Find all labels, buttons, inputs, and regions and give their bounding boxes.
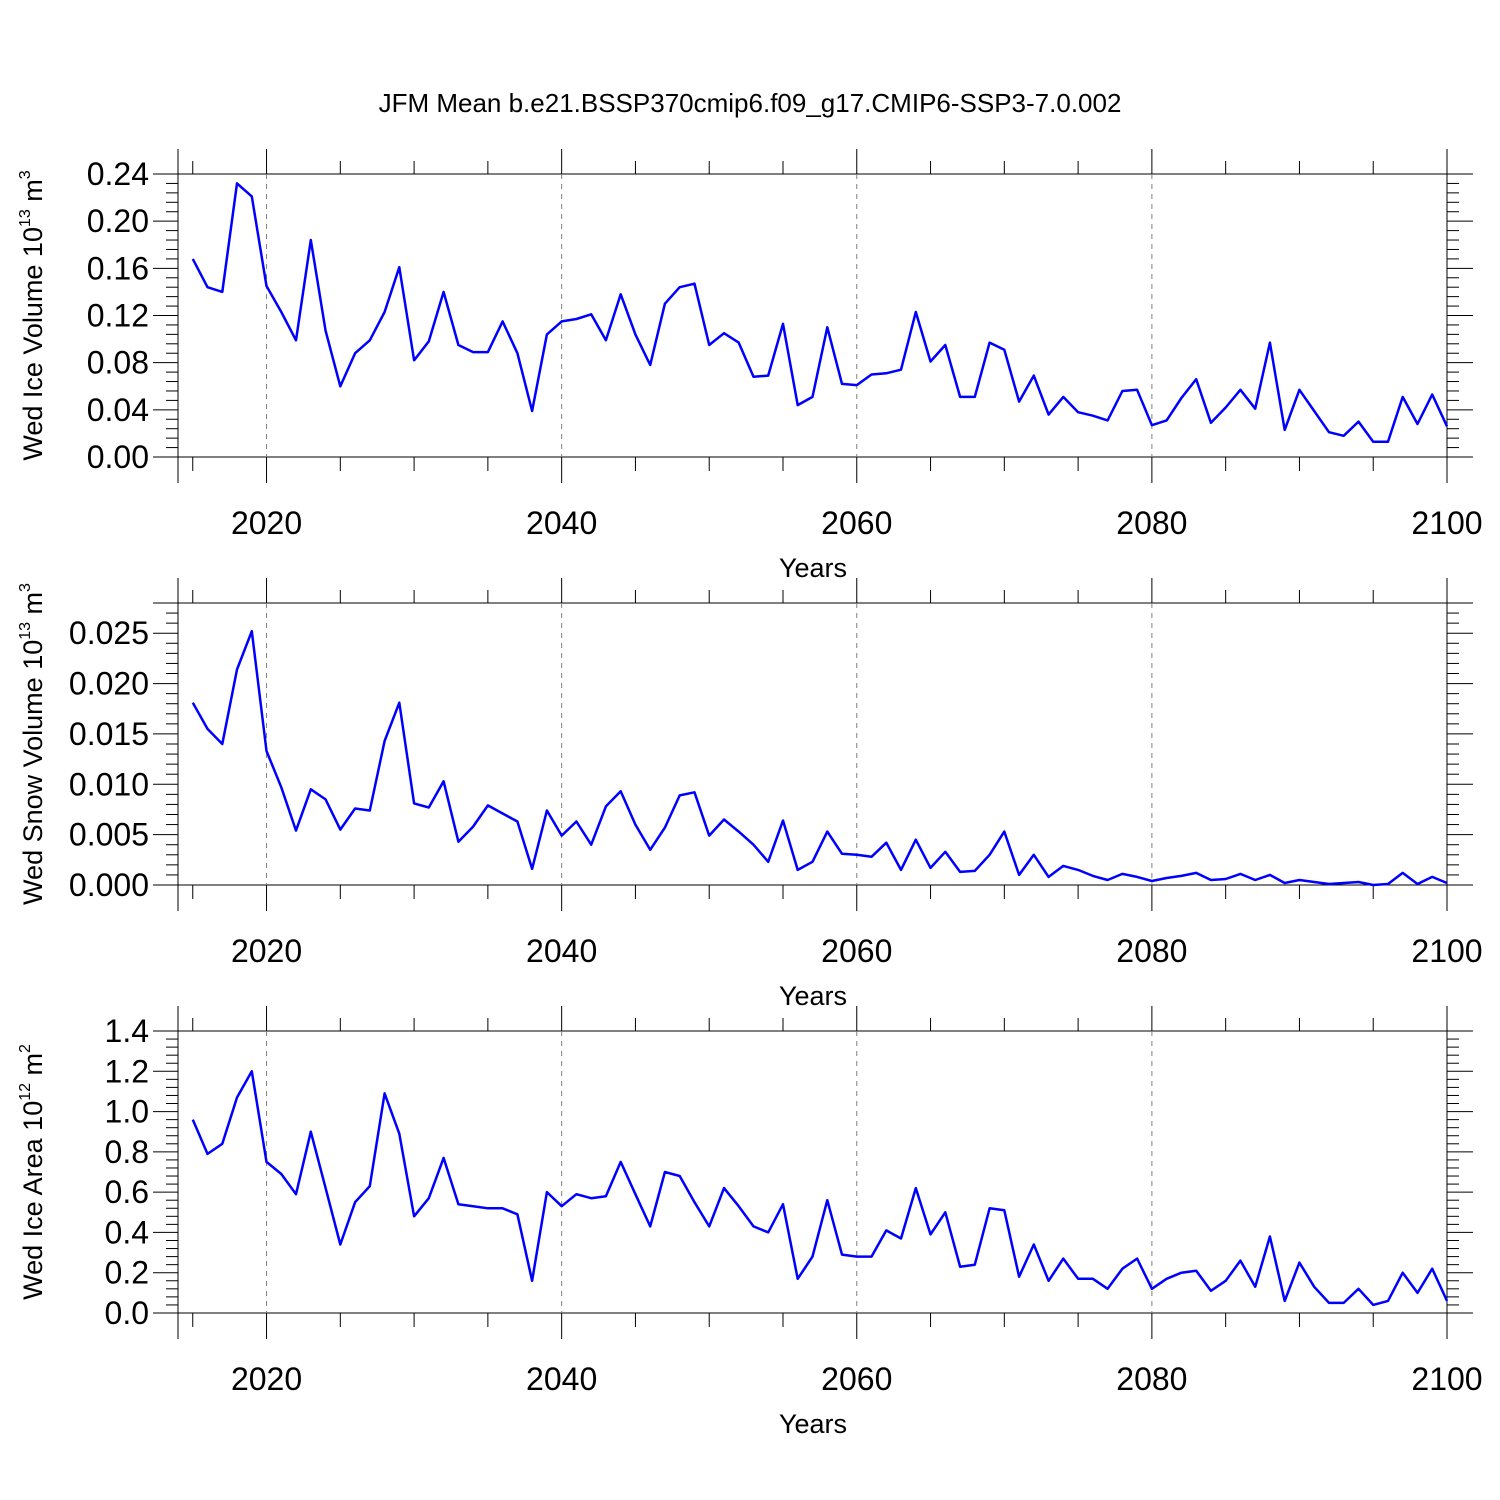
chart-title: JFM Mean b.e21.BSSP370cmip6.f09_g17.CMIP… xyxy=(379,88,1122,118)
x-tick-label: 2080 xyxy=(1116,933,1187,969)
x-tick-label: 2080 xyxy=(1116,505,1187,541)
chart-panel-1: 2020 2040 2060 2080 2100 0.00 0.04 0.08 0.12 0.16… xyxy=(17,149,1483,583)
x-tick-label: 2080 xyxy=(1116,1361,1187,1397)
y-tick-label: 0.16 xyxy=(87,250,149,286)
chart-panel-2: 2020 2040 2060 2080 2100 0.000 0.005 0.010 0.015… xyxy=(17,578,1483,1011)
y-tick-label: 1.4 xyxy=(105,1013,149,1049)
y-tick-label: 0.025 xyxy=(69,615,149,651)
x-tick-label: 2020 xyxy=(231,933,302,969)
y-axis-label: Wed Ice Volume 1013 m3 xyxy=(17,170,48,460)
y-tick-label: 0.04 xyxy=(87,392,149,428)
y-tick-label: 0.00 xyxy=(87,439,149,475)
y-axis-label: Wed Ice Area 1012 m2 xyxy=(17,1044,48,1300)
series-line-1 xyxy=(191,182,1449,443)
y-tick-label: 0.12 xyxy=(87,298,149,334)
y-tick-label: 0.24 xyxy=(87,156,149,192)
y-tick-label: 0.8 xyxy=(105,1134,149,1170)
y-tick-label: 0.005 xyxy=(69,817,149,853)
y-tick-label: 0.4 xyxy=(105,1214,149,1250)
series-line-1 xyxy=(191,1070,1449,1307)
x-tick-label: 2040 xyxy=(526,1361,597,1397)
y-axis-label: Wed Snow Volume 1013 m3 xyxy=(17,583,48,905)
y-tick-label: 1.0 xyxy=(105,1094,149,1130)
series-line-1 xyxy=(191,629,1448,887)
x-tick-label: 2020 xyxy=(231,505,302,541)
x-tick-label: 2040 xyxy=(526,933,597,969)
y-tick-label: 0.08 xyxy=(87,345,149,381)
x-tick-label: 2040 xyxy=(526,505,597,541)
y-tick-label: 0.000 xyxy=(69,867,149,903)
x-tick-label: 2060 xyxy=(821,933,892,969)
chart-panel-3: 2020 2040 2060 2080 2100 0.0 0.2 0.4 0.6 0.8 1.0 1.… xyxy=(17,1006,1483,1439)
y-tick-label: 1.2 xyxy=(105,1053,149,1089)
x-axis-label: Years xyxy=(779,553,847,583)
x-axis-label: Years xyxy=(779,981,847,1011)
y-tick-label: 0.2 xyxy=(105,1255,149,1291)
x-tick-label: 2060 xyxy=(821,1361,892,1397)
y-tick-label: 0.0 xyxy=(105,1295,149,1331)
x-tick-label: 2020 xyxy=(231,1361,302,1397)
y-tick-label: 0.6 xyxy=(105,1174,149,1210)
x-tick-label: 2100 xyxy=(1411,505,1482,541)
y-tick-label: 0.015 xyxy=(69,716,149,752)
y-tick-label: 0.20 xyxy=(87,203,149,239)
y-tick-label: 0.020 xyxy=(69,666,149,702)
x-tick-label: 2100 xyxy=(1411,933,1482,969)
x-axis-label: Years xyxy=(779,1409,847,1439)
x-tick-label: 2060 xyxy=(821,505,892,541)
y-tick-label: 0.010 xyxy=(69,766,149,802)
x-tick-label: 2100 xyxy=(1411,1361,1482,1397)
